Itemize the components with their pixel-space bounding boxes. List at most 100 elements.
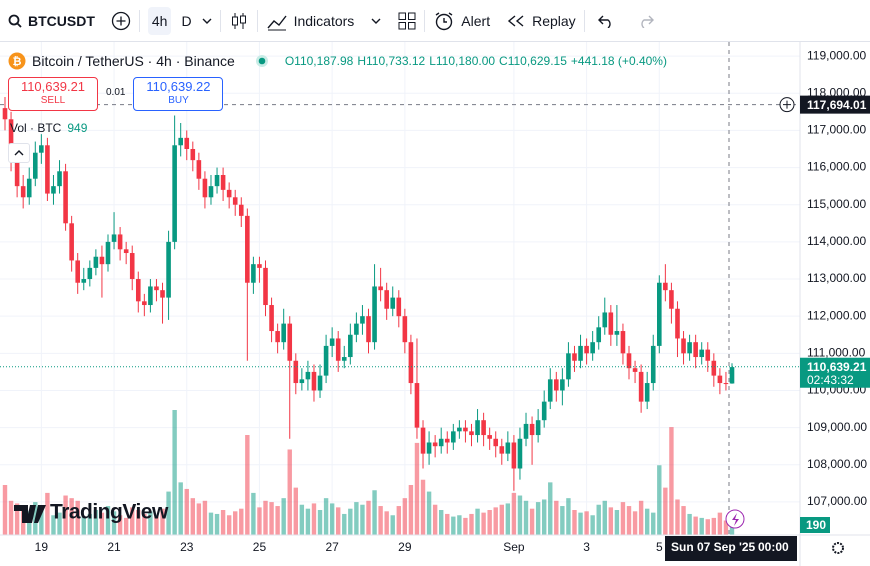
x-tick-label: 23 bbox=[180, 540, 194, 554]
indicators-button[interactable]: Indicators bbox=[258, 0, 391, 42]
trade-panel: 110,639.21 SELL 0.01 110,639.22 BUY bbox=[8, 77, 224, 111]
volume-badge-text: 190 bbox=[806, 518, 826, 532]
volume-bar bbox=[51, 515, 56, 535]
undo-icon[interactable] bbox=[597, 14, 615, 28]
volume-bar bbox=[560, 506, 565, 535]
candle-body bbox=[457, 427, 462, 432]
time-badge-clock: 00:00 bbox=[758, 540, 789, 554]
candle-body bbox=[608, 312, 614, 335]
templates-button[interactable] bbox=[390, 0, 424, 42]
alert-button[interactable]: Alert bbox=[425, 0, 498, 42]
interval-button[interactable]: D bbox=[181, 12, 192, 29]
volume-bar bbox=[475, 508, 480, 535]
candle-body bbox=[148, 286, 153, 306]
candle-body bbox=[444, 438, 450, 443]
volume-bar bbox=[378, 506, 383, 535]
y-tick-label: 108,000.00 bbox=[807, 457, 867, 471]
candle-body bbox=[26, 178, 32, 198]
volume-bar bbox=[402, 498, 408, 535]
candle-body bbox=[323, 345, 329, 376]
candle-body bbox=[360, 316, 365, 324]
volume-bar bbox=[208, 512, 214, 535]
volume-bar bbox=[196, 503, 202, 535]
candle-body bbox=[117, 234, 123, 250]
candle-body bbox=[711, 360, 717, 376]
volume-bar bbox=[57, 512, 62, 535]
volume-bar bbox=[348, 508, 353, 535]
collapse-legend[interactable] bbox=[8, 143, 30, 163]
redo-icon[interactable] bbox=[637, 14, 655, 28]
volume-bar bbox=[166, 491, 171, 535]
buy-button[interactable]: 110,639.22 BUY bbox=[133, 77, 224, 111]
separator bbox=[256, 9, 258, 32]
settings-button[interactable] bbox=[832, 542, 844, 554]
volume-bar bbox=[366, 500, 371, 535]
volume-bar bbox=[93, 510, 99, 535]
compare-button[interactable] bbox=[103, 0, 139, 42]
volume-bar bbox=[99, 512, 105, 535]
volume-bar bbox=[299, 504, 305, 535]
volume-bar bbox=[39, 507, 44, 535]
volume-bar bbox=[432, 504, 438, 535]
volume-bar bbox=[317, 510, 323, 535]
volume-badge bbox=[800, 517, 830, 533]
sell-label: SELL bbox=[40, 95, 66, 106]
candle-body bbox=[414, 383, 420, 428]
volume-bar bbox=[493, 507, 498, 535]
candle-body bbox=[32, 152, 38, 179]
volume-bar bbox=[469, 513, 474, 535]
dropdown-icon[interactable] bbox=[202, 17, 212, 25]
candle-body bbox=[184, 137, 190, 149]
high-value: H110,733.12 bbox=[357, 54, 426, 68]
candle-body bbox=[269, 305, 274, 332]
crosshair-price: 117,694.01 bbox=[807, 98, 867, 112]
candle-body bbox=[232, 197, 238, 205]
low-value: L110,180.00 bbox=[429, 54, 496, 68]
candle-body bbox=[693, 342, 698, 358]
chart-type-button[interactable] bbox=[221, 0, 257, 42]
symbol-search[interactable]: BTCUSDT bbox=[0, 0, 103, 42]
volume-bar bbox=[420, 479, 426, 535]
candle-body bbox=[45, 145, 50, 194]
candle-body bbox=[354, 323, 359, 335]
volume-bar bbox=[251, 492, 256, 535]
volume-bar bbox=[75, 500, 80, 535]
volume-bar bbox=[632, 511, 638, 535]
candle-body bbox=[717, 375, 723, 384]
volume-bar bbox=[323, 498, 329, 535]
volume-bar bbox=[245, 435, 250, 535]
market-status[interactable] bbox=[255, 54, 269, 68]
sell-button[interactable]: 110,639.21 SELL bbox=[8, 77, 98, 111]
volume-bar bbox=[136, 510, 141, 535]
x-tick-label: 29 bbox=[398, 540, 412, 554]
candle-body bbox=[554, 379, 559, 391]
volume-bar bbox=[336, 507, 341, 535]
volume-bar bbox=[529, 508, 535, 535]
countdown: 02:43:32 bbox=[807, 373, 854, 387]
candle-body bbox=[172, 145, 177, 242]
watermark: TradingView bbox=[14, 501, 169, 524]
candle-body bbox=[493, 438, 499, 447]
interval-button[interactable]: 4h bbox=[147, 6, 172, 35]
volume-bar bbox=[293, 487, 298, 535]
volume-bar bbox=[14, 503, 20, 535]
candle-body bbox=[366, 316, 371, 343]
candle-body bbox=[487, 435, 492, 439]
candle-body bbox=[541, 401, 547, 421]
volume-bar bbox=[487, 510, 492, 535]
volume-bar bbox=[723, 520, 729, 535]
volume-bar bbox=[329, 503, 335, 535]
candle-body bbox=[687, 342, 692, 354]
volume-bar bbox=[566, 498, 571, 535]
replay-button[interactable]: Replay bbox=[498, 0, 584, 42]
volume-bar bbox=[287, 449, 292, 535]
plus-icon bbox=[783, 100, 791, 109]
y-tick-label: 111,000.00 bbox=[807, 346, 866, 360]
volume-bar bbox=[505, 503, 511, 535]
volume-bar bbox=[572, 510, 577, 535]
candle-body bbox=[75, 260, 80, 283]
crosshair-badge bbox=[800, 95, 870, 114]
candle-icon bbox=[231, 12, 246, 29]
x-tick-label: 5 bbox=[656, 540, 663, 554]
